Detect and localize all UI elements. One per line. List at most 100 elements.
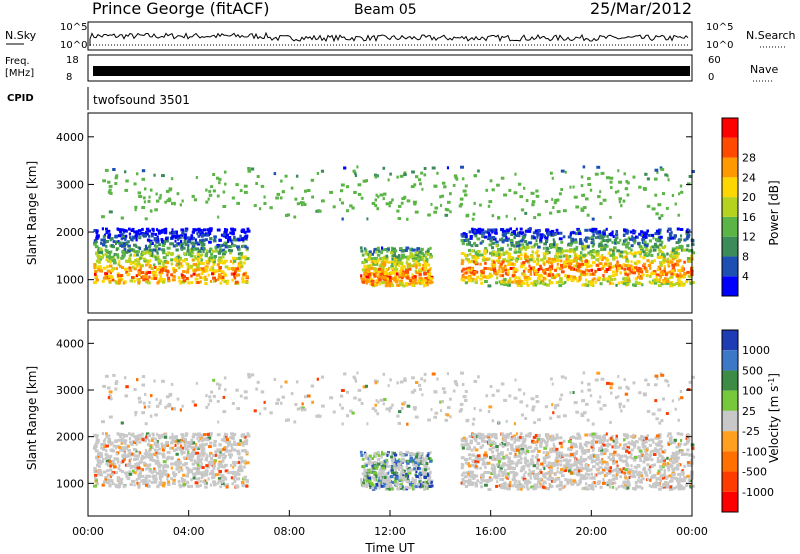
velocity-cell	[212, 454, 215, 457]
power-cell	[643, 266, 647, 270]
power-cell	[379, 257, 382, 261]
power-cell	[584, 268, 588, 272]
power-cell	[517, 250, 522, 254]
velocity-cell	[593, 476, 596, 480]
velocity-cell	[146, 443, 151, 447]
power-cell	[118, 260, 121, 264]
power-cell	[357, 183, 362, 187]
velocity-cell	[119, 468, 122, 472]
velocity-cell	[204, 456, 208, 460]
velocity-cell	[390, 455, 393, 459]
power-cell	[570, 241, 573, 245]
power-cell	[163, 259, 168, 263]
velocity-cell	[105, 435, 108, 439]
power-cell	[360, 196, 364, 200]
power-cell	[140, 265, 143, 269]
power-cell	[537, 277, 541, 280]
velocity-cell	[564, 484, 567, 488]
power-cell	[383, 279, 388, 283]
power-cell	[653, 271, 656, 275]
power-cell	[594, 230, 598, 234]
power-cell	[626, 193, 630, 197]
velocity-cell	[545, 471, 549, 475]
power-cell	[384, 280, 387, 284]
velocity-cell	[428, 472, 431, 476]
power-cell	[666, 259, 669, 263]
power-cell	[510, 280, 515, 284]
velocity-cell	[102, 439, 106, 443]
velocity-cell	[468, 474, 471, 478]
velocity-cell	[231, 482, 235, 486]
velocity-cell	[144, 482, 149, 486]
velocity-cell	[194, 442, 197, 446]
power-cell	[520, 247, 523, 251]
velocity-cell	[219, 485, 223, 489]
power-cell	[301, 197, 304, 200]
power-cell	[468, 279, 472, 282]
velocity-cell	[220, 479, 225, 483]
power-cell	[614, 233, 619, 237]
power-cell	[158, 277, 163, 281]
power-cell	[187, 249, 192, 253]
power-cell	[413, 183, 417, 187]
power-cell	[137, 259, 141, 263]
velocity-cell	[121, 439, 125, 443]
velocity-cell	[218, 456, 222, 459]
power-cell	[121, 234, 125, 238]
power-cell	[685, 280, 689, 284]
power-cell	[527, 228, 532, 231]
velocity-cell	[223, 435, 226, 439]
power-cell	[611, 270, 615, 274]
velocity-cell	[107, 437, 112, 441]
power-cell	[212, 279, 216, 283]
power-cell	[398, 274, 403, 278]
velocity-cell	[381, 452, 385, 456]
power-cell	[470, 259, 475, 263]
velocity-cell	[669, 479, 672, 483]
power-cell	[615, 262, 620, 266]
velocity-cell	[94, 473, 98, 477]
power-cell	[172, 268, 175, 272]
power-cell	[687, 233, 691, 237]
power-cell	[601, 239, 606, 243]
power-cell	[170, 273, 173, 277]
velocity-cell	[94, 478, 98, 482]
power-cell	[369, 266, 373, 270]
power-cell	[163, 241, 166, 245]
power-cell	[605, 239, 610, 242]
power-cell	[400, 283, 404, 287]
power-cell	[199, 239, 203, 243]
velocity-cell	[470, 471, 473, 475]
power-cell	[667, 238, 671, 242]
power-cell	[148, 259, 152, 263]
velocity-cell	[93, 467, 96, 471]
power-cell	[522, 269, 526, 273]
power-cell	[156, 235, 159, 239]
power-cell	[156, 199, 160, 203]
power-cell	[404, 248, 408, 252]
power-cell	[606, 176, 610, 180]
velocity-cell	[232, 463, 237, 467]
power-cell	[485, 188, 489, 192]
velocity-cell	[588, 433, 592, 437]
power-cell	[224, 228, 227, 231]
velocity-cell	[155, 452, 158, 455]
power-cell	[197, 227, 201, 231]
power-cell	[676, 262, 679, 266]
power-cell	[529, 272, 533, 276]
power-cell	[581, 193, 585, 197]
power-cell	[617, 281, 621, 285]
power-cell	[549, 261, 553, 265]
power-cell	[566, 260, 570, 263]
velocity-cell	[211, 470, 215, 474]
velocity-cell	[376, 457, 381, 461]
power-cell	[102, 276, 107, 280]
power-cell	[500, 280, 503, 284]
power-cell	[184, 258, 188, 261]
power-cell	[630, 260, 633, 264]
power-cell	[473, 241, 477, 245]
power-cell	[108, 253, 111, 257]
power-cell	[279, 196, 283, 200]
power-cell	[619, 250, 624, 254]
velocity-cell	[368, 482, 372, 486]
